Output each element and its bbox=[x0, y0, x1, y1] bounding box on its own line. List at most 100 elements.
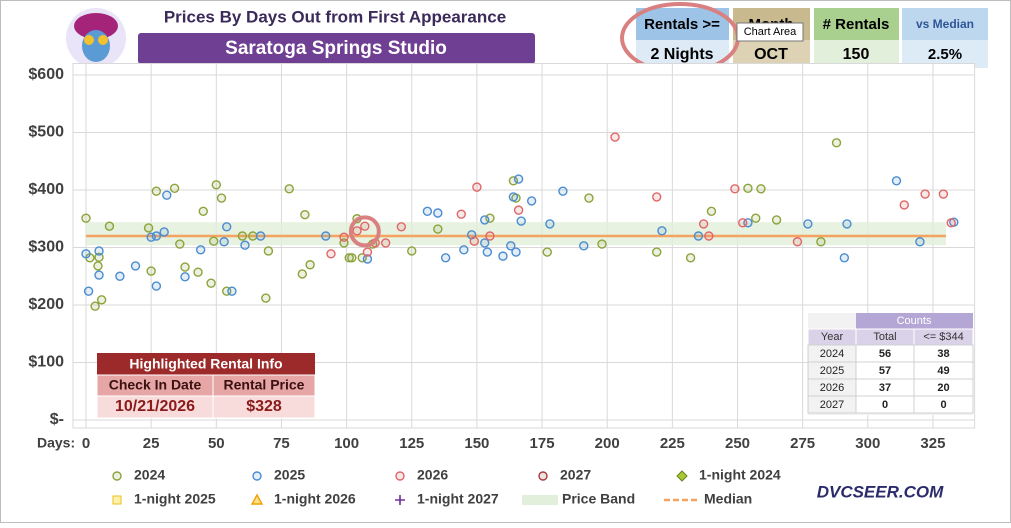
point bbox=[704, 231, 714, 241]
point bbox=[792, 237, 803, 247]
legend-marker bbox=[112, 495, 122, 505]
point bbox=[738, 218, 748, 228]
point bbox=[652, 192, 662, 202]
point bbox=[305, 260, 315, 270]
table-value: 10/21/2026 bbox=[115, 398, 195, 415]
point bbox=[219, 237, 229, 247]
point bbox=[216, 193, 227, 203]
point bbox=[440, 253, 451, 263]
point bbox=[526, 196, 537, 206]
point bbox=[255, 231, 266, 241]
point bbox=[915, 237, 925, 247]
point bbox=[508, 176, 519, 186]
legend-label: Price Band bbox=[562, 491, 635, 507]
x-tick-label: 175 bbox=[530, 435, 555, 452]
y-tick-label: $400 bbox=[28, 181, 64, 198]
point bbox=[756, 184, 766, 194]
table-title: Highlighted Rental Info bbox=[129, 356, 282, 372]
legend: 2024 2025 2026 2027 1-night 2024 1-night 2025… bbox=[112, 467, 781, 507]
legend-marker bbox=[252, 471, 262, 481]
point bbox=[263, 246, 274, 256]
point bbox=[237, 231, 248, 241]
title: Prices By Days Out from First Appearance bbox=[164, 7, 506, 26]
point bbox=[261, 293, 271, 303]
point bbox=[422, 206, 433, 216]
point bbox=[198, 206, 208, 216]
table-value: 2024 bbox=[820, 348, 844, 360]
point bbox=[208, 236, 219, 246]
point bbox=[816, 237, 826, 247]
point bbox=[469, 236, 479, 246]
point bbox=[151, 186, 162, 196]
point bbox=[362, 254, 373, 264]
point bbox=[81, 249, 91, 259]
table-value: 2025 bbox=[820, 365, 844, 377]
legend-marker bbox=[112, 471, 122, 481]
table-header bbox=[856, 313, 973, 329]
point bbox=[657, 226, 667, 236]
point bbox=[240, 240, 250, 250]
point bbox=[90, 301, 100, 311]
legend-label: 1-night 2024 bbox=[699, 467, 781, 483]
point bbox=[146, 266, 156, 276]
point bbox=[506, 241, 516, 251]
tooltip bbox=[736, 22, 804, 42]
filter-label: Rentals >= bbox=[644, 16, 720, 33]
point bbox=[803, 219, 813, 229]
point bbox=[407, 246, 417, 256]
point bbox=[195, 245, 206, 255]
x-tick-label: 300 bbox=[855, 435, 880, 452]
point bbox=[485, 231, 495, 241]
column-header: Rental Price bbox=[224, 377, 305, 393]
point bbox=[511, 247, 521, 257]
point bbox=[193, 267, 203, 277]
point bbox=[321, 231, 331, 241]
filter-value: OCT bbox=[754, 46, 788, 63]
table-value: 0 bbox=[940, 399, 946, 411]
point bbox=[698, 219, 709, 229]
filter-header bbox=[902, 8, 988, 40]
table-value: 20 bbox=[937, 382, 949, 394]
point bbox=[472, 182, 482, 192]
column-header: <= $344 bbox=[923, 331, 963, 343]
point bbox=[227, 286, 237, 296]
point bbox=[579, 241, 589, 251]
point bbox=[96, 295, 107, 305]
legend-label: 2025 bbox=[274, 467, 305, 483]
point bbox=[297, 269, 307, 279]
point bbox=[693, 231, 704, 241]
column-header: Year bbox=[821, 331, 844, 343]
point bbox=[891, 176, 902, 186]
table-value: 2026 bbox=[820, 382, 844, 394]
filter-value: 150 bbox=[843, 46, 870, 63]
table-cell bbox=[212, 395, 316, 419]
filter-header bbox=[814, 8, 899, 40]
table-value: 0 bbox=[882, 399, 888, 411]
y-tick-label: $500 bbox=[28, 124, 64, 141]
table-header bbox=[97, 353, 315, 375]
y-tick-label: $600 bbox=[28, 66, 64, 83]
point bbox=[456, 209, 466, 219]
x-tick-label: 0 bbox=[82, 435, 90, 452]
legend-label: 1-night 2026 bbox=[274, 491, 356, 507]
point bbox=[480, 215, 490, 225]
legend-marker bbox=[250, 493, 264, 505]
point bbox=[938, 189, 949, 199]
table-title: Counts bbox=[897, 315, 932, 327]
x-tick-label: 250 bbox=[725, 435, 750, 452]
point bbox=[300, 210, 310, 220]
point bbox=[211, 180, 222, 190]
subtitle-banner bbox=[138, 33, 535, 64]
highlight-ring bbox=[348, 215, 381, 248]
point bbox=[516, 216, 526, 226]
column-header: Total bbox=[873, 331, 896, 343]
point bbox=[206, 278, 216, 288]
point bbox=[180, 262, 190, 272]
point bbox=[169, 183, 180, 193]
point bbox=[482, 247, 493, 257]
point bbox=[143, 223, 154, 233]
highlight-table: Highlighted Rental Info Check In Date Re… bbox=[96, 353, 316, 419]
point bbox=[94, 252, 104, 262]
point bbox=[831, 138, 842, 148]
logo bbox=[66, 8, 126, 68]
